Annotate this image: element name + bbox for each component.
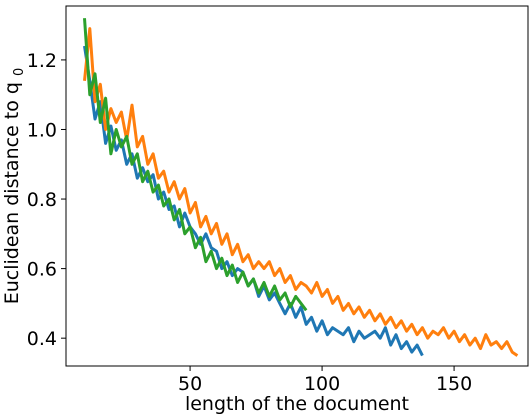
series-line-3 [83,18,308,312]
y-axis-label-subscript: 0 [12,68,27,76]
plot-frame [65,5,529,367]
y-axis-label-text: Euclidean distance to q [1,82,23,304]
x-tick-label: 150 [436,373,472,395]
x-tick-label: 100 [304,373,340,395]
series-layer [83,18,519,357]
series-line-1 [83,45,424,357]
x-tick-label: 50 [178,373,202,395]
y-tick-label: 1.0 [27,119,57,141]
y-axis-label: Euclidean distance to q 0 [1,68,27,305]
y-tick-label: 1.2 [27,50,57,72]
series-line-2 [83,27,519,357]
x-axis-ticks: 50 100 150 [178,366,472,395]
x-axis-label: length of the document [185,393,409,415]
y-tick-label: 0.8 [27,189,57,211]
y-tick-label: 0.4 [27,328,57,350]
y-tick-label: 0.6 [27,259,57,281]
y-axis-ticks: 0.4 0.6 0.8 1.0 1.2 [27,50,66,350]
